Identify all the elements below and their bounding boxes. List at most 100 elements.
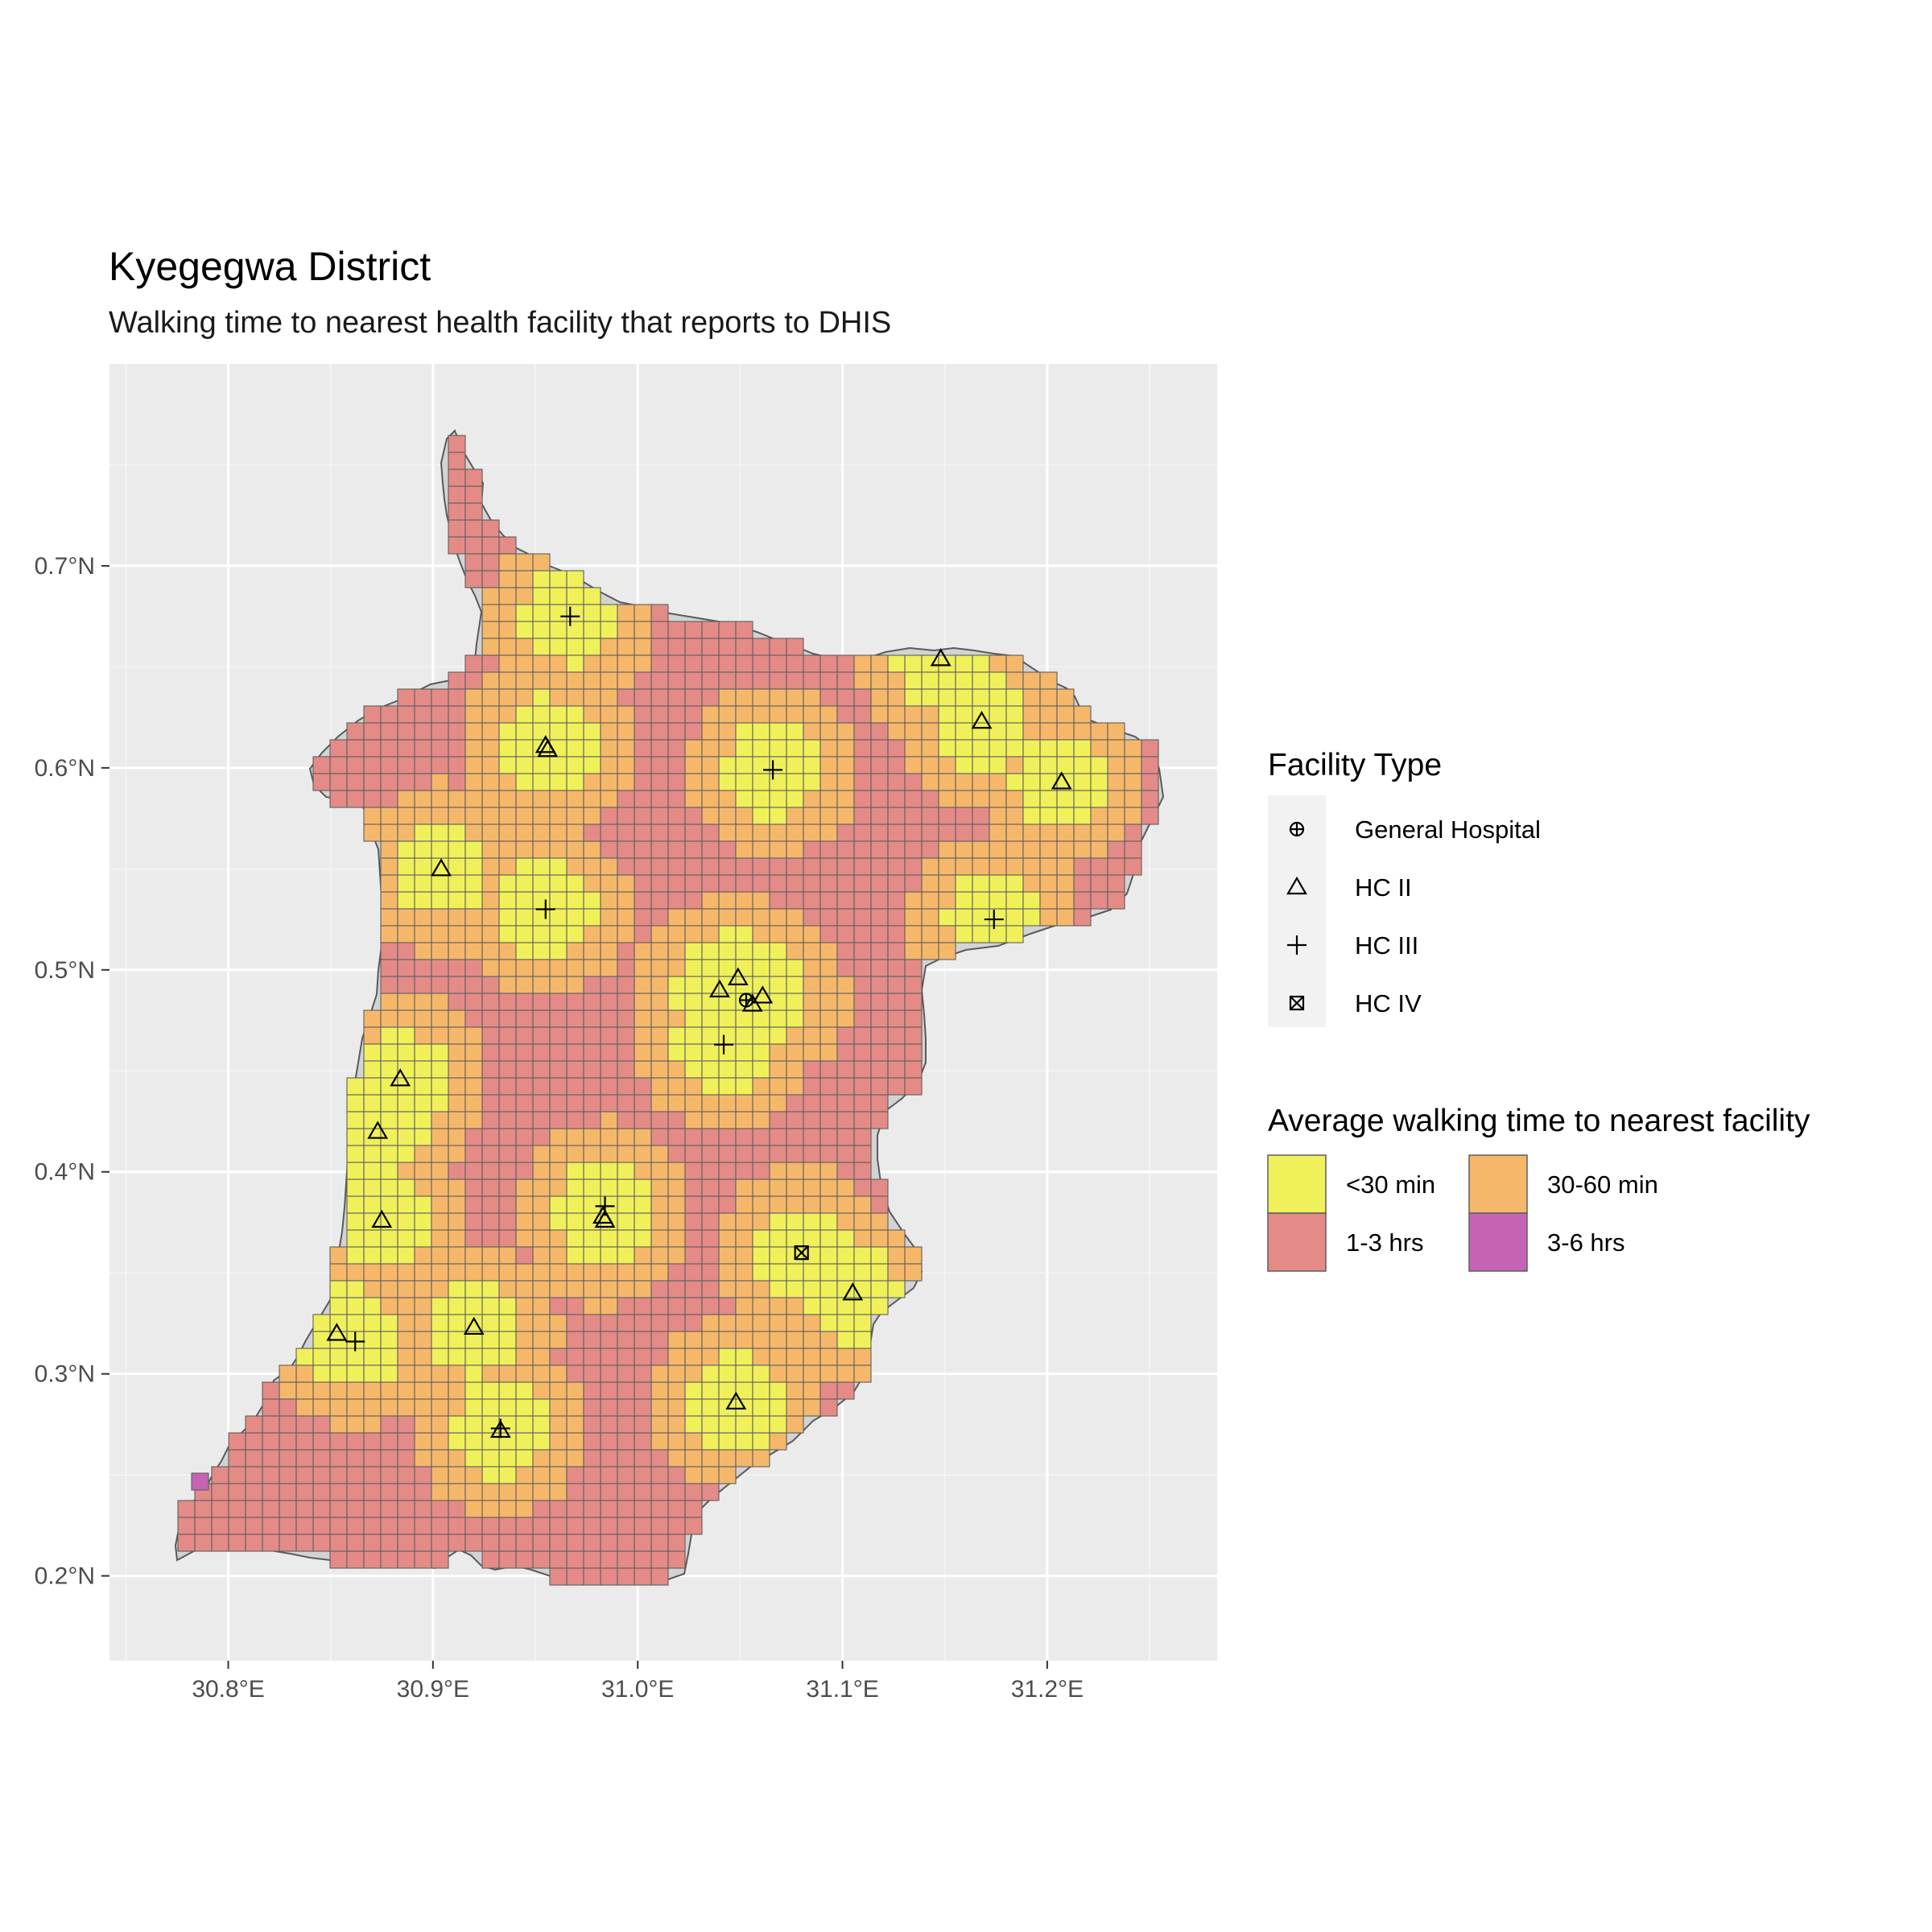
- grid-cell: [718, 1077, 737, 1096]
- grid-cell: [1022, 790, 1041, 808]
- grid-cell: [448, 1195, 466, 1214]
- grid-cell: [887, 874, 906, 893]
- grid-cell: [667, 790, 686, 808]
- grid-cell: [853, 840, 872, 859]
- grid-cell: [819, 671, 838, 690]
- grid-cell: [634, 1517, 652, 1535]
- grid-cell: [955, 773, 973, 791]
- grid-cell: [853, 925, 872, 943]
- grid-cell: [464, 1179, 483, 1197]
- grid-cell: [549, 756, 568, 774]
- grid-cell: [752, 1195, 770, 1214]
- grid-cell: [448, 976, 466, 994]
- grid-cell: [414, 1364, 432, 1383]
- grid-cell: [414, 840, 432, 859]
- grid-cell: [397, 925, 415, 943]
- grid-cell: [583, 705, 601, 724]
- grid-cell: [312, 773, 331, 791]
- grid-cell: [853, 1094, 872, 1113]
- grid-cell: [346, 1466, 365, 1484]
- grid-cell: [786, 1128, 804, 1146]
- grid-cell: [515, 638, 534, 656]
- grid-cell: [397, 1094, 415, 1113]
- grid-cell: [701, 908, 720, 927]
- grid-cell: [448, 485, 466, 504]
- grid-cell: [532, 1364, 551, 1383]
- grid-cell: [938, 688, 956, 707]
- grid-cell: [786, 925, 804, 943]
- grid-cell: [177, 1500, 196, 1518]
- grid-cell: [769, 1381, 787, 1400]
- grid-cell: [464, 570, 483, 588]
- grid-cell: [1022, 807, 1041, 825]
- grid-cell: [312, 1364, 331, 1383]
- grid-cell: [481, 1026, 500, 1045]
- grid-cell: [414, 891, 432, 910]
- grid-cell: [752, 1179, 770, 1197]
- grid-cell: [617, 993, 635, 1011]
- grid-cell: [549, 959, 568, 977]
- grid-cell: [397, 1026, 415, 1045]
- grid-cell: [752, 756, 770, 774]
- grid-cell: [279, 1449, 297, 1468]
- grid-cell: [346, 1162, 365, 1180]
- grid-cell: [904, 891, 923, 910]
- grid-cell: [870, 959, 889, 977]
- grid-cell: [566, 1297, 584, 1315]
- grid-cell: [718, 790, 737, 808]
- facility-legend-label: General Hospital: [1355, 815, 1541, 844]
- grid-cell: [481, 756, 500, 774]
- grid-cell: [532, 1195, 551, 1214]
- grid-cell: [667, 1179, 686, 1197]
- grid-cell: [346, 1263, 365, 1282]
- grid-cell: [397, 993, 415, 1011]
- facility-marker-hc-ii: [390, 1068, 411, 1087]
- walking-time-legend-title: Average walking time to nearest facility: [1268, 1104, 1810, 1138]
- grid-cell: [684, 1331, 703, 1349]
- grid-cell: [448, 1212, 466, 1231]
- grid-cell: [667, 1398, 686, 1417]
- grid-cell: [684, 1364, 703, 1383]
- grid-cell: [329, 1550, 348, 1569]
- grid-cell: [464, 469, 483, 487]
- grid-cell: [769, 1364, 787, 1383]
- grid-cell: [904, 942, 923, 960]
- grid-cell: [617, 1432, 635, 1451]
- grid-cell: [769, 1128, 787, 1146]
- grid-cell: [464, 790, 483, 808]
- grid-cell: [667, 1517, 686, 1535]
- grid-cell: [1107, 857, 1125, 876]
- grid-cell: [295, 1398, 314, 1417]
- grid-cell: [177, 1534, 196, 1552]
- grid-cell: [718, 959, 737, 977]
- grid-cell: [346, 773, 365, 791]
- grid-cell: [1073, 807, 1092, 825]
- grid-cell: [853, 807, 872, 825]
- grid-cell: [431, 942, 449, 960]
- grid-cell: [634, 773, 652, 791]
- grid-cell: [448, 1466, 466, 1484]
- grid-cell: [1039, 705, 1058, 724]
- grid-cell: [481, 1280, 500, 1298]
- grid-cell: [515, 1212, 534, 1231]
- grid-cell: [464, 1043, 483, 1062]
- grid-cell: [600, 1517, 618, 1535]
- grid-cell: [752, 1246, 770, 1265]
- grid-cell: [718, 1060, 737, 1079]
- grid-cell: [583, 824, 601, 842]
- grid-cell: [363, 1162, 382, 1180]
- grid-cell: [1073, 824, 1092, 842]
- grid-cell: [819, 688, 838, 707]
- grid-cell: [887, 1009, 906, 1028]
- grid-cell: [667, 857, 686, 876]
- grid-cell: [532, 1348, 551, 1366]
- grid-cell: [363, 1348, 382, 1366]
- grid-cell: [583, 1094, 601, 1113]
- grid-cell: [515, 993, 534, 1011]
- grid-cell: [752, 824, 770, 842]
- grid-cell: [1073, 840, 1092, 859]
- grid-cell: [515, 976, 534, 994]
- grid-cell: [701, 1398, 720, 1417]
- grid-cell: [549, 857, 568, 876]
- grid-cell: [650, 1229, 669, 1248]
